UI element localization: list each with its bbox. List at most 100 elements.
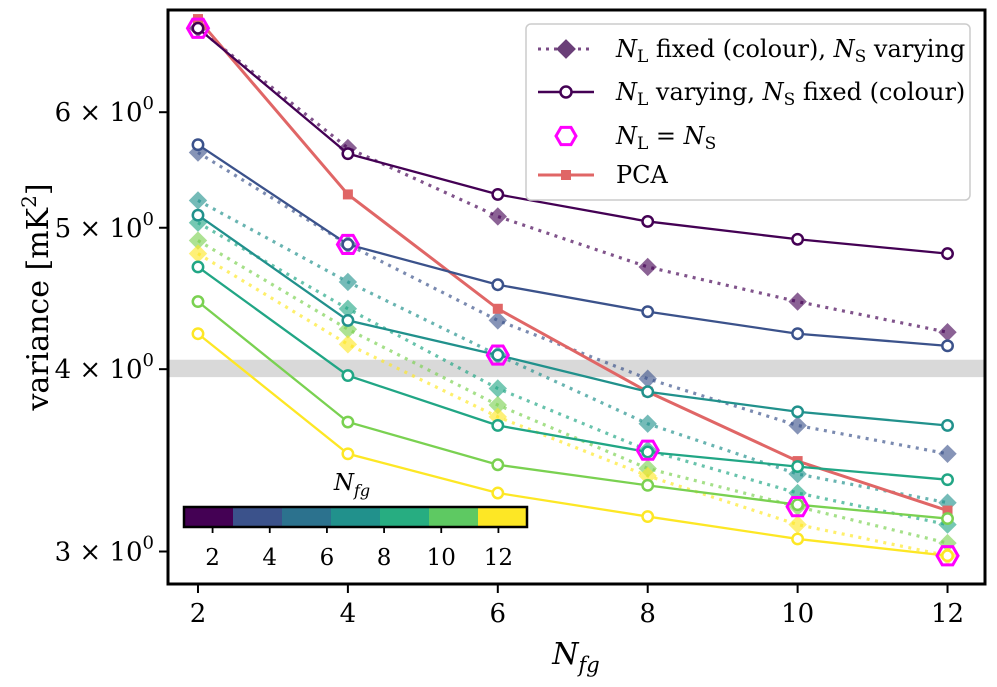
fixed-series-point <box>488 207 507 226</box>
legend-fixed-c-sub: S <box>855 47 867 67</box>
legend-equal-b: = <box>648 122 683 150</box>
pca-point <box>492 303 503 314</box>
colorbar: Nfg 2 4 6 8 10 12 <box>182 470 529 571</box>
varying-series-point <box>791 232 805 246</box>
colorbar-segment <box>478 507 528 527</box>
colorbar-frame <box>182 505 529 529</box>
fixed-series-line <box>197 239 948 545</box>
legend-varying-marker <box>559 85 573 99</box>
varying-series-point <box>641 510 655 524</box>
colorbar-segment <box>429 507 479 527</box>
reference-band <box>168 359 985 378</box>
varying-series-point <box>641 478 655 492</box>
colorbar-tick-label: 12 <box>484 545 513 571</box>
fixed-series-point <box>188 191 208 210</box>
varying-series-point <box>491 486 505 500</box>
pca-point <box>342 189 353 200</box>
varying-series-point <box>341 369 355 382</box>
equal-marker <box>485 344 511 366</box>
varying-series-point <box>191 208 205 222</box>
fixed-series-line <box>197 252 948 558</box>
legend-fixed-d: varying <box>866 35 965 63</box>
fixed-series-point <box>638 257 657 277</box>
colorbar-segment <box>233 507 283 527</box>
series-layer <box>185 14 960 567</box>
varying-series-point <box>341 147 355 161</box>
plot-frame <box>166 8 987 586</box>
y-tick-label: 6 × 100 <box>55 93 154 128</box>
varying-series-point <box>641 445 655 459</box>
fixed-series-point <box>638 369 657 388</box>
fixed-series-point <box>488 379 507 398</box>
legend-fixed-a-sub: L <box>637 47 648 67</box>
varying-series-point <box>491 348 505 362</box>
colorbar-ticks: 2 4 6 8 10 12 <box>205 527 513 571</box>
legend-fixed-b: fixed (colour), <box>648 35 833 63</box>
colorbar-tick-label: 2 <box>205 545 220 571</box>
fixed-series-point <box>488 311 507 330</box>
varying-series-point <box>791 498 805 512</box>
fixed-series-point <box>788 416 807 435</box>
svg-text:NL fixed (colour), NS varying: NL fixed (colour), NS varying <box>615 35 965 67</box>
legend-equal-a: N <box>615 122 638 150</box>
varying-series-line <box>197 143 948 347</box>
x-tick-label: 12 <box>931 599 964 629</box>
colorbar-tick-label: 6 <box>320 545 335 571</box>
fixed-series-point <box>638 414 657 433</box>
varying-series-point <box>941 473 954 487</box>
x-tick-label: 2 <box>190 599 207 629</box>
varying-series-point <box>491 458 505 472</box>
fixed-series-point <box>788 292 807 311</box>
varying-series-point <box>941 419 954 432</box>
fixed-series-point <box>338 272 358 292</box>
varying-series-point <box>191 21 205 35</box>
legend-equal-a-sub: L <box>637 134 648 154</box>
colorbar-segment <box>380 507 430 527</box>
varying-series-point <box>641 214 655 228</box>
varying-series-point <box>491 187 505 201</box>
varying-series-point <box>341 313 355 327</box>
fixed-series-point <box>188 231 208 250</box>
legend-equal-marker <box>554 125 578 147</box>
colorbar-segment <box>331 507 381 527</box>
varying-series-point <box>791 327 805 341</box>
y-tick-label: 3 × 100 <box>55 532 154 567</box>
varying-series-point <box>641 385 655 399</box>
colorbar-label: Nfg <box>333 470 370 500</box>
legend-varying-a-sub: L <box>637 90 648 110</box>
x-tick-label: 10 <box>781 599 814 629</box>
legend: NL fixed (colour), NS varying NL varying… <box>525 23 971 201</box>
varying-series-line <box>197 214 948 427</box>
varying-series-point <box>491 419 505 432</box>
varying-series-point <box>491 278 505 292</box>
x-axis-label: Nfg <box>551 637 599 677</box>
fixed-series-point <box>488 395 507 415</box>
x-tick-label: 6 <box>490 599 507 629</box>
legend-varying-a: N <box>615 78 638 106</box>
legend-varying-d: fixed (colour) <box>795 78 965 106</box>
colorbar-segment <box>184 507 234 527</box>
legend-pca-marker <box>561 170 571 180</box>
svg-text:NL = NS: NL = NS <box>615 122 716 154</box>
legend-varying-b: varying, <box>648 78 762 106</box>
legend-varying-c: N <box>762 78 785 106</box>
legend-fixed-c: N <box>833 35 856 63</box>
equal-marker <box>935 545 960 567</box>
legend-box <box>525 23 971 201</box>
fixed-series-point <box>938 444 957 463</box>
varying-series-line <box>197 300 948 520</box>
equal-marker <box>785 496 810 518</box>
fixed-series-point <box>938 323 957 342</box>
y-tick-label: 4 × 100 <box>55 350 154 385</box>
varying-series-point <box>191 327 205 341</box>
colorbar-segments <box>184 507 528 527</box>
varying-series-line <box>197 332 948 557</box>
fixed-series-point <box>788 515 807 534</box>
varying-series-point <box>791 405 805 419</box>
legend-fixed-a: N <box>615 35 638 63</box>
equal-marker <box>185 17 211 39</box>
varying-series-point <box>941 339 954 353</box>
y-axis-label: variance [mK2] <box>17 183 56 411</box>
varying-series-point <box>191 295 205 309</box>
